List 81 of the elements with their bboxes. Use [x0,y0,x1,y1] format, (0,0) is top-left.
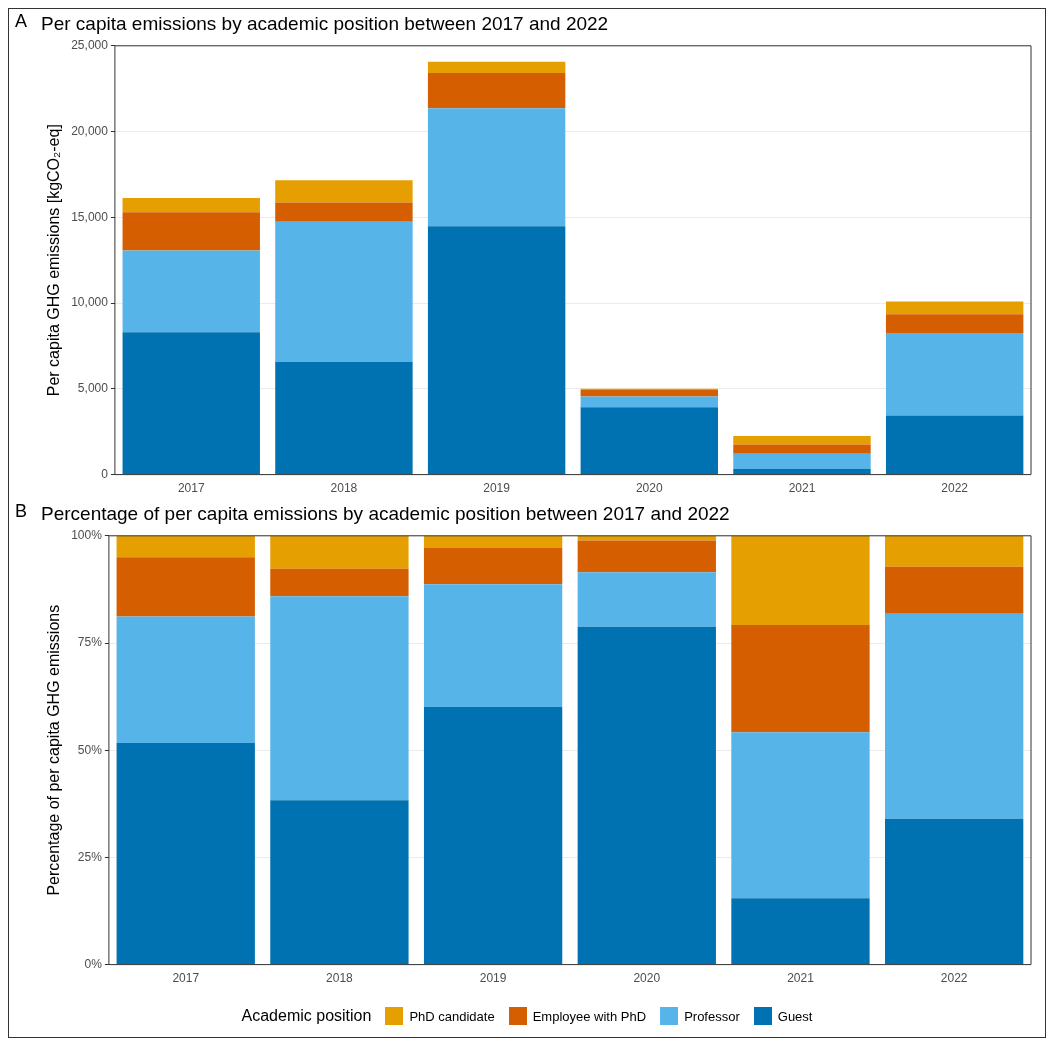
bar [270,596,409,801]
text: A [15,11,28,32]
bar [885,613,1024,819]
y-tick-label: 0% [84,956,103,971]
bar [423,535,563,548]
bar [427,108,566,227]
bar [885,818,1024,965]
bar [427,61,566,73]
bar [122,197,260,213]
y-tick-label: 75% [77,635,103,650]
bar [580,396,718,408]
bar [423,584,563,707]
y-tick-label: 5,000 [77,381,109,396]
bar [122,332,260,475]
legend-label: PhD candidate [409,1008,495,1024]
bar [731,898,870,965]
legend-label: Employee with PhD [532,1008,647,1024]
bar [885,415,1024,475]
bar [731,732,870,899]
x-tick-label: 2018 [330,481,358,496]
y-tick-label: 10,000 [71,295,109,310]
bar [580,407,718,475]
y-axis-title: Per capita GHG emissions [kgCO₂-eq] [45,124,63,397]
bar [427,226,566,475]
bar [270,535,409,569]
bar [731,535,870,625]
x-tick-label: 2017 [172,971,200,986]
bar [577,535,716,541]
bar [580,389,718,397]
text: B [15,501,28,522]
y-tick-label: 50% [77,742,103,757]
bar [423,547,563,585]
y-tick-label: 25% [77,849,103,864]
x-tick-label: 2020 [635,481,663,496]
bar [733,469,871,475]
y-tick-label: 25,000 [71,38,109,53]
bar [116,535,255,558]
bar [885,314,1024,334]
x-tick-label: 2017 [177,481,205,496]
legend-label: Guest [777,1008,813,1024]
bar [270,568,409,597]
chart-title: Per capita emissions by academic position between 2017 and 2022 [41,12,609,34]
y-tick-label: 100% [71,528,103,543]
bar [885,535,1024,567]
bar [733,444,871,454]
bar [731,624,870,733]
bar [275,221,413,362]
bar [116,616,255,743]
y-axis-title: Percentage of per capita GHG emissions [45,604,63,896]
chart-title: Percentage of per capita emissions by academic position between 2017 and 2022 [41,502,730,524]
bar [577,572,716,627]
legend-title: Academic position [241,1007,372,1025]
x-tick-label: 2022 [941,481,969,496]
y-tick-label: 15,000 [71,209,109,224]
y-tick-label: 20,000 [71,123,109,138]
bar [116,742,255,965]
bar [122,250,260,333]
x-tick-label: 2021 [788,481,816,496]
y-tick-label: 0 [101,466,109,481]
x-tick-label: 2019 [479,971,507,986]
bar [423,706,563,965]
bar [122,212,260,251]
bar [427,72,566,109]
bar [270,800,409,965]
bar [885,301,1024,315]
x-tick-label: 2020 [633,971,661,986]
x-tick-label: 2022 [940,971,968,986]
bar [275,202,413,222]
bar [275,361,413,475]
bar [733,436,871,445]
bar [577,540,716,573]
bar [577,626,716,965]
x-tick-label: 2018 [326,971,354,986]
legend-label: Professor [684,1008,740,1024]
bar [116,557,255,617]
x-tick-label: 2021 [787,971,815,986]
bar [275,180,413,203]
bar [885,566,1024,614]
bar [885,333,1024,416]
bar [733,453,871,470]
x-tick-label: 2019 [483,481,511,496]
